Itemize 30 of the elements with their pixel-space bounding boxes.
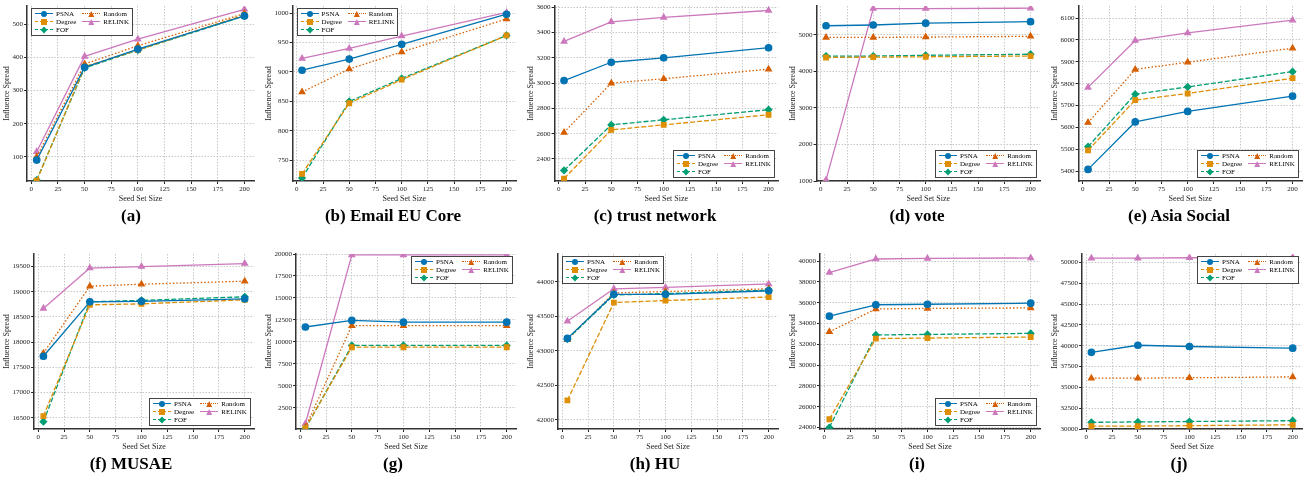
text: (f) MUSAE bbox=[88, 454, 174, 474]
y-axis-title: Influence Spread bbox=[1049, 66, 1059, 121]
x-axis-title: Seed Set Size bbox=[906, 194, 951, 204]
y-axis-title: Influence Spread bbox=[525, 314, 535, 369]
y-axis-title: Influence Spread bbox=[263, 314, 273, 369]
text: (i) bbox=[907, 454, 926, 474]
y-axis-title: Influence Spread bbox=[1, 314, 11, 369]
x-axis-title: Seed Set Size bbox=[646, 442, 691, 452]
text: (h) HU bbox=[628, 454, 682, 474]
y-axis-title: Influence Spread bbox=[787, 314, 797, 369]
x-axis-title: Seed Set Size bbox=[908, 442, 953, 452]
x-axis-title: Seed Set Size bbox=[382, 194, 427, 204]
y-axis-title: Influence Spread bbox=[525, 66, 535, 121]
x-axis-title: Seed Set Size bbox=[644, 194, 689, 204]
text: (e) Asia Social bbox=[1127, 206, 1231, 226]
x-axis-title: Seed Set Size bbox=[1168, 194, 1213, 204]
x-axis-title: Seed Set Size bbox=[122, 442, 167, 452]
x-axis-title: Seed Set Size bbox=[384, 442, 429, 452]
y-axis-title: Influence Spread bbox=[787, 66, 797, 121]
text: (c) trust network bbox=[592, 206, 718, 226]
text: (b) Email EU Core bbox=[323, 206, 463, 226]
x-axis-title: Seed Set Size bbox=[118, 194, 163, 204]
x-axis-title: Seed Set Size bbox=[1170, 442, 1215, 452]
text: (a) bbox=[120, 206, 142, 226]
text: (j) bbox=[1169, 454, 1189, 474]
y-axis-title: Influence Spread bbox=[1, 66, 11, 121]
text: (d) vote bbox=[888, 206, 946, 226]
text: (g) bbox=[382, 454, 404, 474]
y-axis-title: Influence Spread bbox=[263, 66, 273, 121]
y-axis-title: Influence Spread bbox=[1049, 314, 1059, 369]
